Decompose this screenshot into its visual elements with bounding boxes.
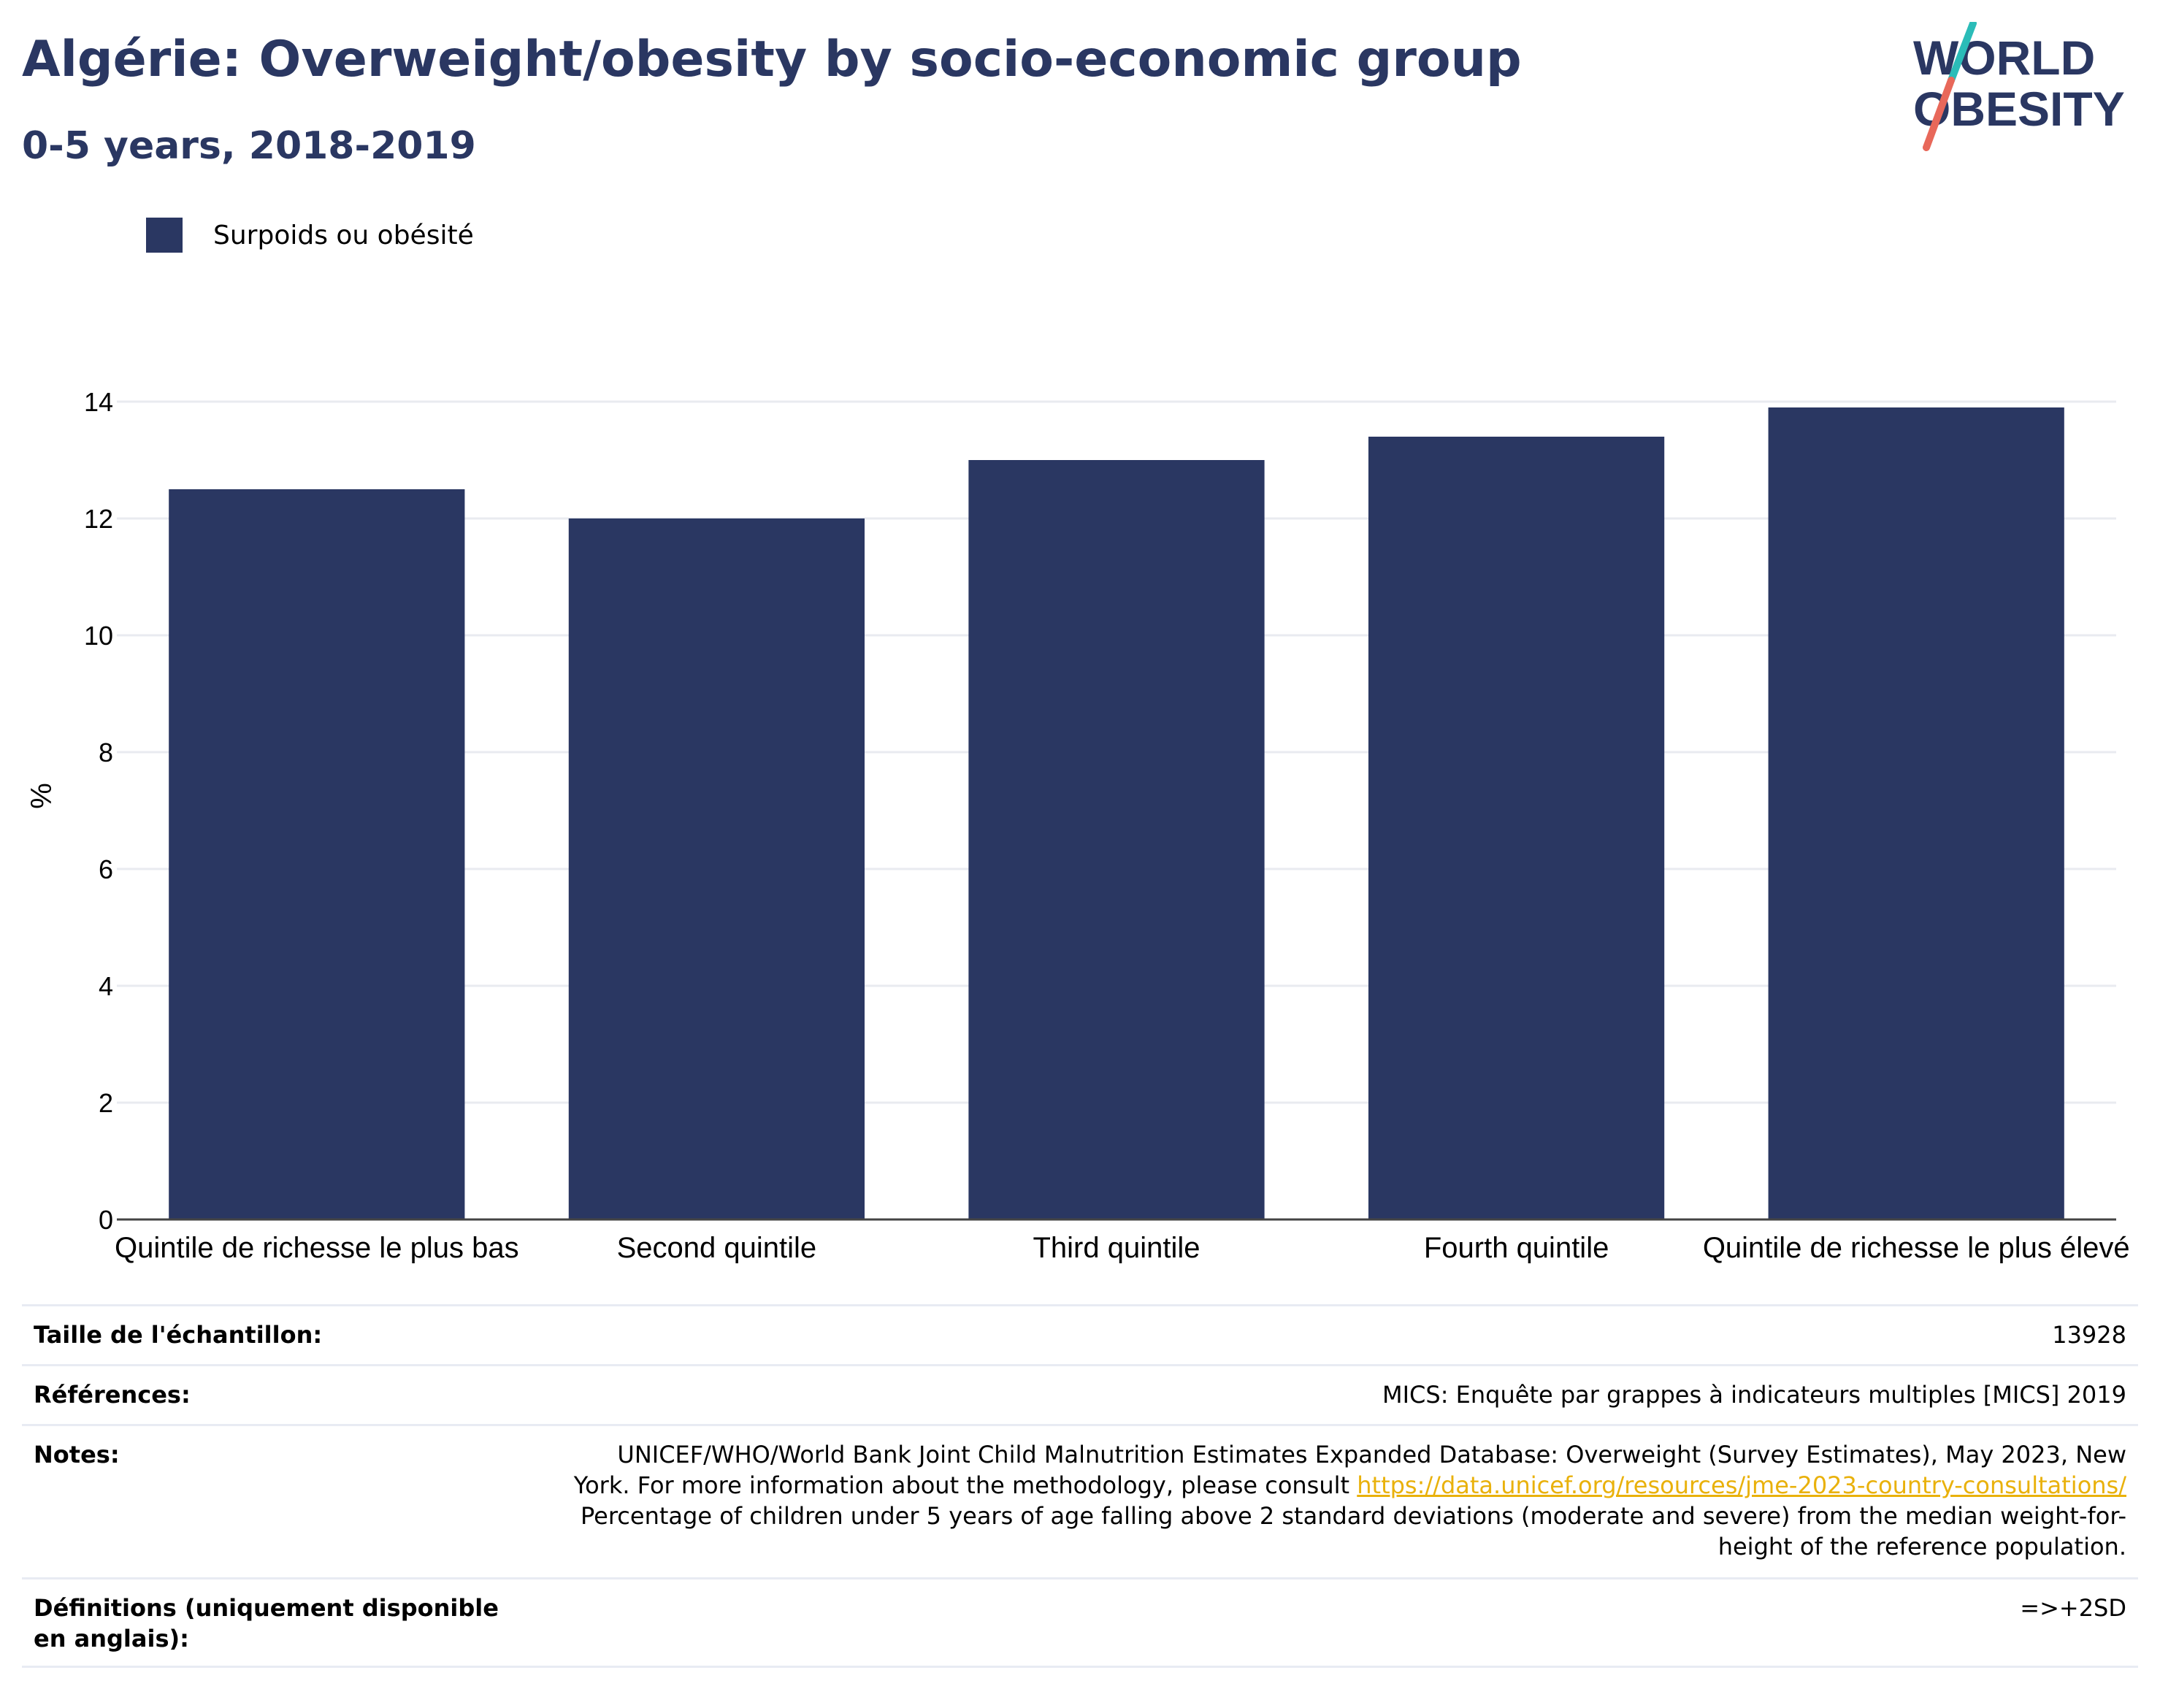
bar	[1768, 407, 2064, 1219]
bar-chart: 0 2 4 6 8 10 12 14 Quintile de richesse le plus…	[26, 387, 2130, 1263]
logo-line1: WORLD	[1913, 31, 2095, 85]
x-axis-ticks: Quintile de richesse le plus bas Second q…	[115, 1232, 2130, 1263]
methodology-link[interactable]: https://data.unicef.org/resources/jme-20…	[1357, 1471, 2126, 1499]
notes-line1: UNICEF/WHO/World Bank Joint Child Malnut…	[617, 1441, 2126, 1468]
notes-value: UNICEF/WHO/World Bank Joint Child Malnut…	[574, 1439, 2126, 1562]
info-row-sample-size: Taille de l'échantillon: 13928	[22, 1304, 2138, 1364]
world-obesity-logo: WORLD OBESITY	[1913, 22, 2125, 151]
y-tick-label: 6	[99, 854, 113, 884]
notes-line4: height of the reference population.	[1717, 1533, 2126, 1560]
y-tick-label: 14	[84, 387, 113, 417]
logo-slash-top	[1948, 22, 1977, 84]
y-tick-label: 4	[99, 971, 113, 1001]
sample-size-label: Taille de l'échantillon:	[34, 1321, 323, 1349]
chart-title: Algérie: Overweight/obesity by socio-eco…	[22, 31, 1522, 88]
bar	[568, 518, 865, 1219]
x-tick-label: Fourth quintile	[1424, 1232, 1609, 1263]
logo-slash-bottom	[1923, 77, 1955, 151]
y-axis-label: %	[26, 783, 58, 809]
definitions-label: Définitions (uniquement disponible en an…	[34, 1594, 499, 1653]
y-tick-label: 0	[99, 1205, 113, 1235]
x-tick-label: Third quintile	[1033, 1232, 1200, 1263]
references-value: MICS: Enquête par grappes à indicateurs …	[1382, 1381, 2126, 1409]
x-tick-label: Quintile de richesse le plus élevé	[1703, 1232, 2130, 1263]
bar	[968, 460, 1265, 1219]
y-tick-label: 2	[99, 1088, 113, 1118]
chart-subtitle: 0-5 years, 2018-2019	[22, 124, 476, 168]
y-axis-ticks: 0 2 4 6 8 10 12 14	[84, 387, 113, 1235]
sample-size-value: 13928	[2052, 1321, 2126, 1349]
x-tick-label: Second quintile	[617, 1232, 817, 1263]
notes-label: Notes:	[34, 1441, 120, 1468]
y-tick-label: 10	[84, 621, 113, 651]
chart-legend: Surpoids ou obésité	[146, 218, 474, 253]
definitions-value: =>+2SD	[2020, 1594, 2126, 1622]
x-tick-label: Quintile de richesse le plus bas	[115, 1232, 519, 1263]
bars	[169, 407, 2064, 1219]
references-label: Références:	[34, 1381, 191, 1409]
bar	[169, 489, 465, 1219]
notes-line3: Percentage of children under 5 years of …	[581, 1502, 2126, 1530]
notes-line2: York. For more information about the met…	[574, 1470, 2126, 1501]
info-row-notes: Notes: UNICEF/WHO/World Bank Joint Child…	[22, 1424, 2138, 1577]
notes-line2-prefix: York. For more information about the met…	[573, 1471, 1357, 1499]
info-row-definitions: Définitions (uniquement disponible en an…	[22, 1577, 2138, 1668]
legend-label: Surpoids ou obésité	[213, 220, 474, 250]
info-row-references: Références: MICS: Enquête par grappes à …	[22, 1364, 2138, 1424]
legend-swatch	[146, 218, 183, 253]
info-table: Taille de l'échantillon: 13928 Référence…	[22, 1304, 2138, 1668]
y-tick-label: 12	[84, 504, 113, 534]
bar	[1368, 437, 1665, 1219]
y-tick-label: 8	[99, 738, 113, 767]
